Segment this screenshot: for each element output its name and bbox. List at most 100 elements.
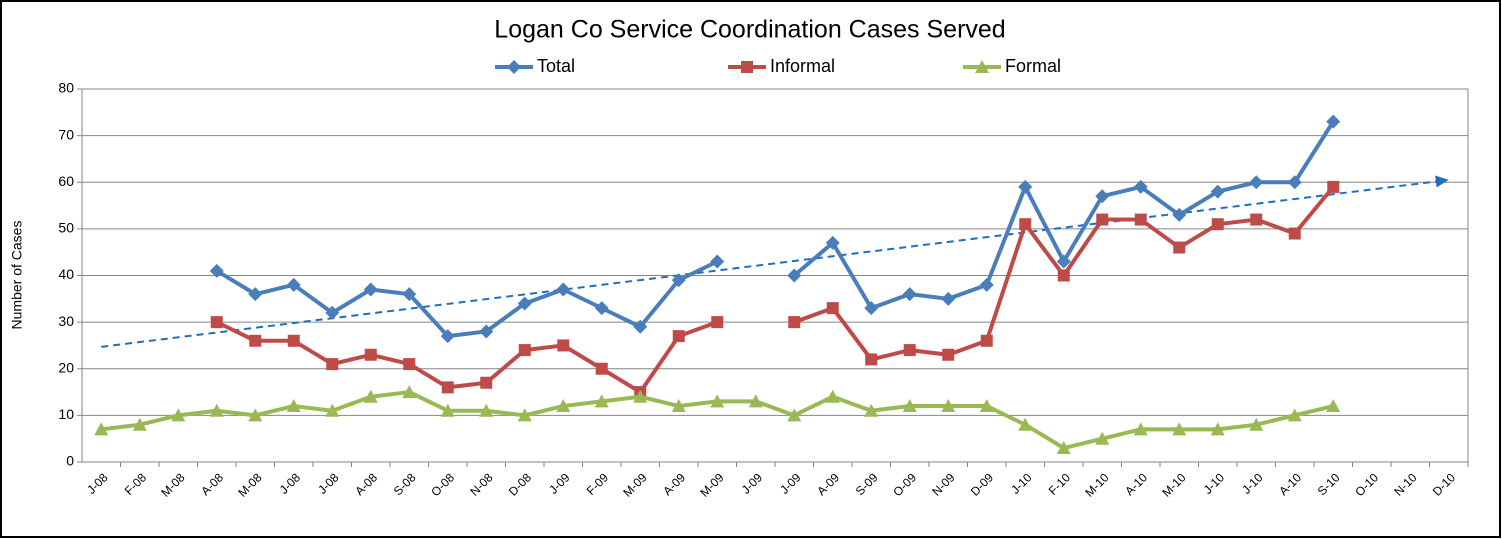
marker: [402, 287, 417, 302]
y-tick-label: 70: [58, 126, 74, 142]
marker: [787, 268, 802, 283]
marker: [1172, 422, 1187, 436]
marker: [209, 403, 224, 417]
marker: [865, 353, 878, 366]
marker: [479, 324, 494, 339]
marker: [1326, 114, 1341, 129]
marker: [1250, 213, 1263, 226]
marker: [1210, 184, 1225, 199]
marker: [1249, 417, 1264, 431]
marker: [1095, 189, 1110, 204]
marker: [325, 305, 340, 320]
marker: [132, 417, 147, 431]
marker: [440, 403, 455, 417]
marker: [325, 403, 340, 417]
marker: [864, 403, 879, 417]
y-tick-label: 80: [58, 80, 74, 96]
marker: [979, 277, 994, 292]
marker: [942, 348, 955, 361]
marker: [902, 399, 917, 413]
trendline: [101, 180, 1439, 348]
marker: [1018, 179, 1033, 194]
y-tick-label: 30: [58, 313, 74, 329]
y-tick-label: 60: [58, 173, 74, 189]
marker: [1287, 175, 1302, 190]
marker: [825, 389, 840, 403]
marker: [249, 334, 262, 347]
y-tick-label: 50: [58, 220, 74, 236]
marker: [633, 319, 648, 334]
marker: [748, 394, 763, 408]
marker: [1134, 213, 1147, 226]
marker: [287, 334, 300, 347]
marker: [979, 399, 994, 413]
marker: [518, 344, 531, 357]
marker: [210, 316, 223, 329]
trendline-arrow: [1435, 175, 1449, 188]
marker: [1210, 422, 1225, 436]
marker: [326, 358, 339, 371]
marker: [941, 291, 956, 306]
marker: [441, 381, 454, 394]
marker: [517, 296, 532, 311]
marker: [286, 277, 301, 292]
marker: [903, 344, 916, 357]
marker: [594, 394, 609, 408]
marker: [403, 358, 416, 371]
marker: [710, 394, 725, 408]
marker: [1287, 408, 1302, 422]
marker: [517, 408, 532, 422]
y-tick-label: 20: [58, 359, 74, 375]
marker: [1172, 207, 1187, 222]
marker: [1249, 175, 1264, 190]
marker: [1327, 180, 1340, 193]
chart-title: Logan Co Service Coordination Cases Serv…: [494, 16, 1005, 44]
legend-label: Formal: [1005, 56, 1061, 76]
marker: [1133, 179, 1148, 194]
legend-label: Total: [537, 56, 575, 76]
marker: [557, 339, 570, 352]
marker: [1018, 417, 1033, 431]
marker: [209, 263, 224, 278]
marker: [672, 330, 685, 343]
marker: [1173, 241, 1186, 254]
marker: [1211, 218, 1224, 231]
marker: [941, 399, 956, 413]
marker: [1056, 441, 1071, 455]
marker: [1133, 422, 1148, 436]
y-tick-label: 0: [66, 453, 74, 469]
marker: [248, 408, 263, 422]
marker: [363, 282, 378, 297]
marker: [94, 422, 109, 436]
marker: [975, 60, 989, 73]
marker: [1095, 431, 1110, 445]
marker: [1096, 213, 1109, 226]
marker: [440, 329, 455, 344]
marker: [1057, 269, 1070, 282]
marker: [594, 301, 609, 316]
marker: [507, 60, 521, 74]
marker: [741, 61, 753, 73]
marker: [1288, 227, 1301, 240]
y-tick-label: 10: [58, 406, 74, 422]
y-tick-label: 40: [58, 266, 74, 282]
marker: [787, 408, 802, 422]
marker: [556, 399, 571, 413]
marker: [1056, 254, 1071, 269]
marker: [825, 235, 840, 250]
marker: [826, 302, 839, 315]
marker: [479, 403, 494, 417]
marker: [171, 408, 186, 422]
marker: [633, 389, 648, 403]
marker: [1019, 218, 1032, 231]
marker: [1326, 399, 1341, 413]
marker: [364, 348, 377, 361]
marker: [671, 399, 686, 413]
legend-label: Informal: [770, 56, 835, 76]
marker: [286, 399, 301, 413]
marker: [980, 334, 993, 347]
marker: [864, 301, 879, 316]
marker: [402, 385, 417, 399]
